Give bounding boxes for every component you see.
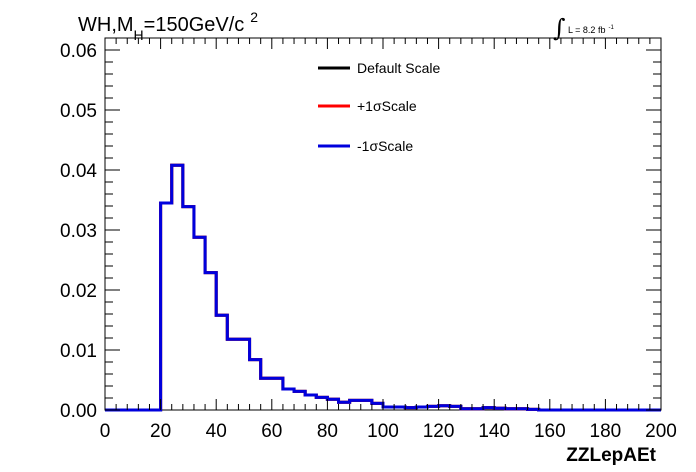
x-tick-label: 180 — [590, 421, 622, 442]
lumi-text: L = 8.2 fb -1 — [568, 25, 614, 35]
title-main: WH,M — [78, 14, 134, 36]
title-subscript: H — [134, 27, 144, 43]
series-layer — [105, 163, 661, 412]
y-tick-label: 0.04 — [60, 161, 97, 182]
luminosity-label: ∫ L = 8.2 fb -1 — [553, 14, 614, 42]
plot-frame — [104, 37, 662, 411]
x-tick-label: 140 — [478, 421, 510, 442]
y-tick-label: 0.06 — [60, 41, 97, 62]
y-tick-label: 0.01 — [60, 341, 97, 362]
x-tick-label: 80 — [317, 421, 338, 442]
y-tick-label: 0.05 — [60, 101, 97, 122]
x-tick-label: 120 — [423, 421, 455, 442]
x-tick-label: 200 — [645, 421, 677, 442]
title-rest: =150GeV/c — [144, 14, 245, 36]
x-tick-label: 20 — [150, 421, 171, 442]
y-tick-label: 0.02 — [60, 281, 97, 302]
lumi-superscript: -1 — [608, 25, 614, 31]
x-tick-label: 40 — [206, 421, 227, 442]
y-tick-label: 0.03 — [60, 221, 97, 242]
legend: Default Scale +1σScale -1σScale — [318, 60, 440, 154]
x-axis-ticks: 0 20 40 60 80 100 120 140 160 180 200 — [100, 38, 677, 442]
legend-label-minus-1sigma: -1σScale — [357, 138, 413, 154]
y-axis-ticks: 0.00 0.01 0.02 0.03 0.04 0.05 0.06 — [60, 37, 661, 422]
legend-label-default-scale: Default Scale — [357, 60, 440, 76]
title-superscript: 2 — [250, 9, 258, 25]
x-axis-title: ZZLepAEt — [566, 445, 656, 466]
x-tick-label: 100 — [367, 421, 399, 442]
integral-symbol: ∫ — [553, 14, 566, 42]
x-tick-label: 60 — [261, 421, 282, 442]
series-line-2 — [105, 163, 661, 412]
y-tick-label: 0.00 — [60, 401, 97, 422]
x-tick-label: 0 — [100, 421, 111, 442]
x-tick-label: 160 — [534, 421, 566, 442]
series-line-0 — [105, 163, 661, 412]
chart-title: WH,MH=150GeV/c 2 — [78, 9, 258, 43]
legend-label-plus-1sigma: +1σScale — [357, 98, 417, 114]
series-line-1 — [105, 163, 661, 412]
